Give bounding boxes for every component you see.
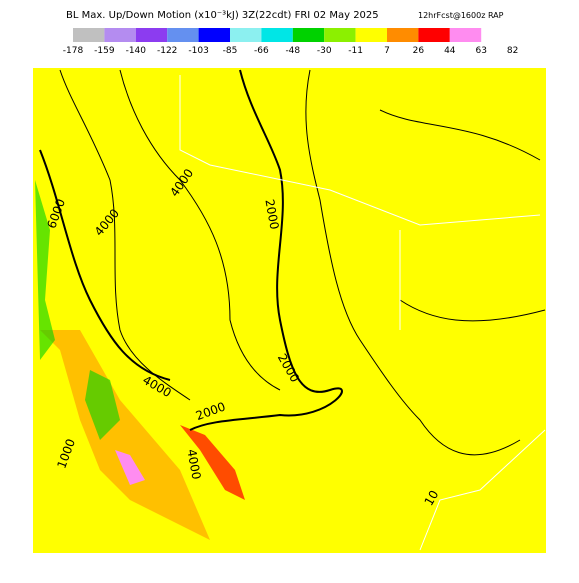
contour-label: 10 <box>422 488 442 508</box>
colorbar-label: 63 <box>475 46 486 56</box>
colorbar-label: 82 <box>507 46 518 56</box>
contour-label: 4000 <box>184 448 203 481</box>
colorbar-swatch <box>104 28 136 42</box>
colorbar: -178 -159 -140 -122 -103 -85 -66 -48 -30 -11 7 26 44… <box>63 28 518 56</box>
colorbar-label: -140 <box>126 46 147 56</box>
colorbar-swatch <box>230 28 262 42</box>
colorbar-swatch <box>449 28 482 42</box>
colorbar-label: -66 <box>254 46 269 56</box>
borders <box>179 75 546 551</box>
colorbar-label: 7 <box>384 46 390 56</box>
colorbar-swatch <box>355 28 387 42</box>
colorbar-swatch <box>261 28 293 42</box>
colorbar-swatch <box>198 28 230 42</box>
colorbar-label: -30 <box>317 46 332 56</box>
colorbar-label: -48 <box>285 46 300 56</box>
colorbar-swatch <box>292 28 325 42</box>
subtitle: 12hrFcst@1600z RAP <box>418 11 504 20</box>
motion-area <box>180 425 245 500</box>
colorbar-swatch <box>418 28 450 42</box>
motion-area <box>40 330 210 540</box>
colorbar-label: -85 <box>223 46 238 56</box>
colorbar-swatch <box>324 28 356 42</box>
motion-area <box>35 180 55 360</box>
colorbar-swatch <box>73 28 105 42</box>
map-background <box>33 68 546 553</box>
motion-area <box>85 370 120 440</box>
colorbar-label: 44 <box>444 46 456 56</box>
colorbar-label: 26 <box>413 46 425 56</box>
colorbar-label: -178 <box>63 46 84 56</box>
colorbar-swatch <box>135 28 168 42</box>
colorbar-label: -11 <box>348 46 363 56</box>
colorbar-label: -103 <box>188 46 208 56</box>
motion-area <box>115 450 145 485</box>
contour-label: 2000 <box>262 198 281 231</box>
colorbar-swatch <box>387 28 419 42</box>
colorbar-label: -122 <box>157 46 177 56</box>
colorbar-swatch <box>167 28 199 42</box>
title: BL Max. Up/Down Motion (x10⁻³kJ) 3Z(22cd… <box>66 10 379 21</box>
colorbar-label: -159 <box>94 46 115 56</box>
contours <box>39 69 546 456</box>
